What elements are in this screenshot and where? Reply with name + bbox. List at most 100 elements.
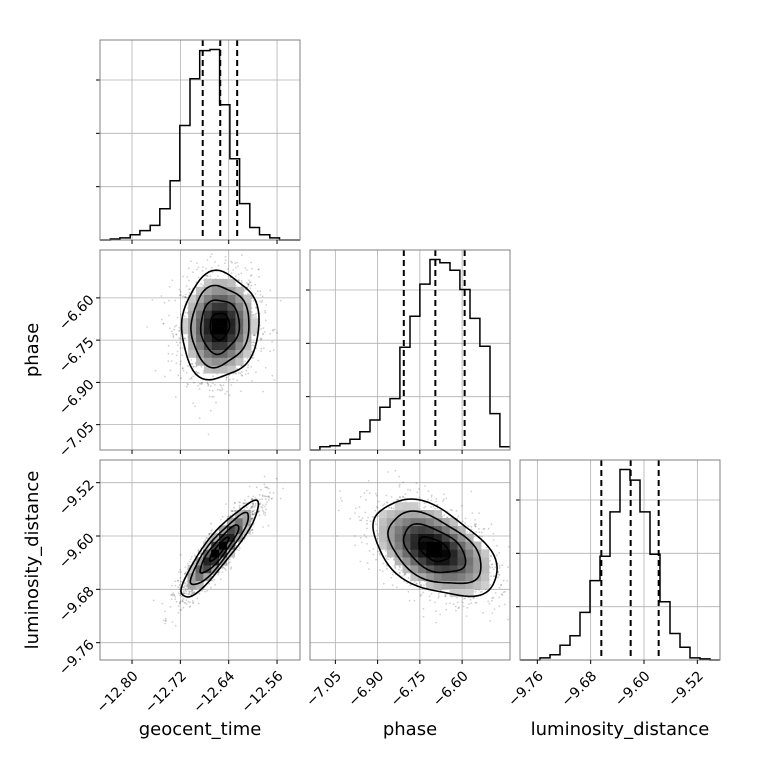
sample-point [384, 555, 387, 557]
sample-point [194, 362, 197, 364]
sample-point [424, 505, 427, 508]
sample-point [497, 576, 499, 579]
sample-point [392, 507, 395, 510]
sample-point [238, 506, 241, 509]
sample-point [245, 269, 248, 271]
sample-point [252, 510, 254, 512]
sample-point [396, 499, 399, 501]
sample-point [238, 501, 241, 504]
density-cell [203, 286, 213, 295]
sample-point [398, 572, 401, 574]
sample-point [201, 589, 204, 592]
sample-point [494, 592, 497, 594]
sample-point [391, 584, 394, 587]
sample-point [264, 498, 267, 501]
sample-point [250, 513, 253, 516]
sample-point [228, 515, 230, 518]
sample-point [481, 535, 483, 538]
sample-point [251, 357, 254, 359]
sample-point [398, 565, 401, 568]
sample-point [223, 567, 226, 570]
sample-point [184, 573, 186, 575]
density-cell [243, 310, 252, 319]
sample-point [429, 599, 431, 602]
density-cell [234, 510, 243, 519]
sample-point [500, 593, 503, 596]
sample-point [491, 597, 494, 600]
density-cell [219, 318, 228, 327]
sample-point [197, 372, 200, 374]
sample-point [489, 554, 492, 557]
sample-point [274, 328, 276, 331]
sample-point [377, 500, 380, 503]
sample-point [188, 593, 191, 595]
sample-point [279, 299, 282, 302]
sample-point [258, 275, 260, 278]
sample-point [162, 322, 165, 325]
sample-point [220, 518, 222, 521]
sample-point [492, 568, 495, 571]
sample-point [164, 375, 166, 378]
sample-point [358, 506, 361, 508]
sample-point [398, 475, 401, 478]
sample-point [175, 341, 178, 344]
sample-point [444, 593, 447, 596]
sample-point [222, 566, 225, 569]
sample-point [276, 332, 278, 334]
sample-point [251, 528, 254, 531]
density-cell [243, 341, 252, 350]
sample-point [230, 384, 233, 386]
sample-point [251, 498, 253, 501]
sample-point [400, 569, 403, 572]
sample-point [507, 566, 509, 569]
sample-point [261, 295, 264, 298]
sample-point [230, 509, 233, 512]
sample-point [207, 385, 210, 387]
sample-point [456, 601, 459, 604]
sample-point [254, 502, 257, 505]
density-cell [203, 565, 212, 574]
sample-point [263, 495, 266, 497]
sample-point [170, 598, 173, 600]
sample-point [207, 275, 209, 277]
sample-point [262, 495, 264, 498]
sample-point [230, 510, 233, 513]
sample-point [243, 288, 246, 290]
sample-point [222, 384, 225, 387]
sample-point [197, 602, 200, 605]
sample-point [444, 595, 446, 598]
sample-point [244, 267, 247, 269]
sample-point [188, 590, 190, 593]
density-cell [211, 365, 220, 374]
density-cell [203, 365, 213, 374]
sample-point [518, 580, 520, 582]
panel-frame [519, 459, 721, 661]
sample-point [245, 369, 248, 372]
sample-point [231, 510, 234, 512]
sample-point [175, 354, 178, 357]
sample-point [180, 377, 183, 380]
sample-point [253, 341, 256, 344]
density-cell [196, 318, 205, 327]
sample-point [230, 567, 232, 570]
sample-point [483, 527, 486, 530]
sample-point [250, 529, 253, 532]
sample-point [257, 359, 260, 362]
sample-point [258, 502, 261, 505]
sample-point [187, 383, 189, 386]
sample-point [402, 481, 405, 484]
sample-point [487, 527, 490, 530]
sample-point [221, 566, 224, 569]
density-cell [211, 549, 220, 558]
sample-point [434, 601, 437, 604]
sample-point [217, 264, 220, 267]
sample-point [256, 290, 259, 292]
sample-point [490, 555, 492, 558]
sample-point [165, 619, 168, 622]
sample-point [211, 579, 214, 582]
density-cell [235, 286, 244, 295]
sample-point [275, 477, 278, 480]
sample-point [192, 601, 195, 604]
sample-point [376, 537, 379, 540]
sample-point [488, 602, 491, 605]
